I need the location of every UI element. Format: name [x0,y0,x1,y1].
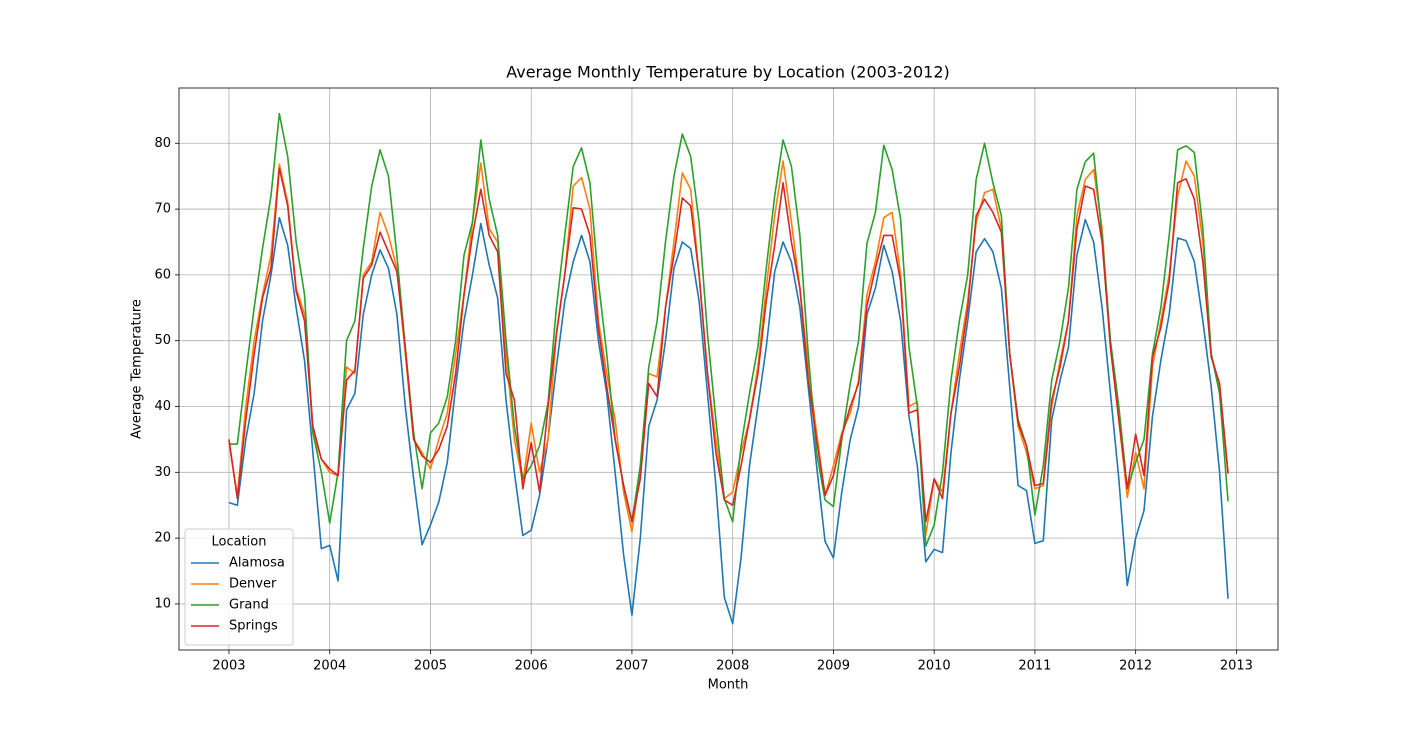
y-tick-label: 80 [154,136,171,151]
y-tick-label: 70 [154,202,171,217]
y-tick-label: 20 [154,531,171,546]
x-tick-label: 2009 [817,659,850,674]
x-tick-label: 2011 [1018,659,1051,674]
x-tick-label: 2007 [615,659,648,674]
x-tick-label: 2010 [918,659,951,674]
series-line [228,167,1229,523]
legend: Location Alamosa Denver Grand Springs [184,528,294,646]
x-tick-label: 2013 [1220,659,1253,674]
x-tick-label: 2004 [313,659,346,674]
y-tick-label: 40 [154,399,171,414]
x-axis-label: Month [708,678,749,693]
y-tick-label: 50 [154,333,171,348]
series-line [228,216,1229,625]
x-tick-label: 2012 [1119,659,1152,674]
legend-label: Grand [229,598,269,613]
plot-frame [178,87,1279,651]
y-tick-label: 60 [154,267,171,282]
legend-title: Location [212,535,267,550]
legend-box [184,528,294,646]
legend-label: Alamosa [229,556,285,571]
series-line [228,112,1229,547]
series-line [228,160,1229,536]
x-tick-label: 2005 [414,659,447,674]
chart-title: Average Monthly Temperature by Location … [506,63,950,82]
x-tick-label: 2006 [515,659,548,674]
x-tick-label: 2008 [716,659,749,674]
legend-label: Denver [229,577,277,592]
y-axis-label: Average Temperature [130,299,145,439]
y-tick-label: 30 [154,465,171,480]
x-tick-label: 2003 [212,659,245,674]
y-tick-label: 10 [154,596,171,611]
legend-label: Springs [229,619,278,634]
grid [179,88,1278,650]
